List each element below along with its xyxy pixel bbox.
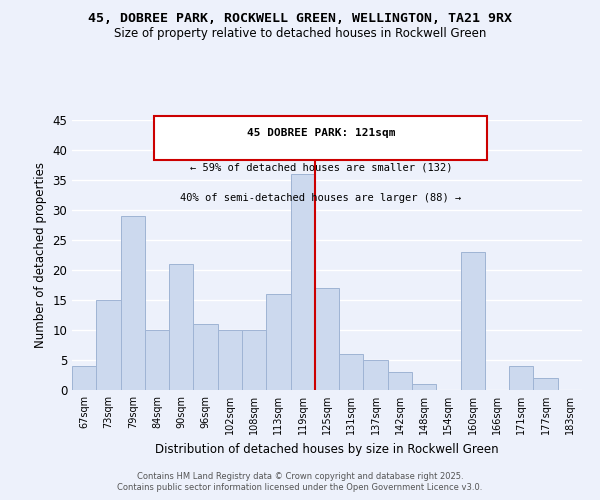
Text: Size of property relative to detached houses in Rockwell Green: Size of property relative to detached ho… xyxy=(114,28,486,40)
Text: 45 DOBREE PARK: 121sqm: 45 DOBREE PARK: 121sqm xyxy=(247,128,395,138)
Bar xyxy=(218,330,242,390)
Text: Contains public sector information licensed under the Open Government Licence v3: Contains public sector information licen… xyxy=(118,484,482,492)
Bar xyxy=(96,300,121,390)
Bar xyxy=(412,384,436,390)
Text: 40% of semi-detached houses are larger (88) →: 40% of semi-detached houses are larger (… xyxy=(181,192,461,202)
Bar xyxy=(315,288,339,390)
Y-axis label: Number of detached properties: Number of detached properties xyxy=(34,162,47,348)
Bar xyxy=(339,354,364,390)
Bar xyxy=(388,372,412,390)
Bar xyxy=(509,366,533,390)
Bar xyxy=(364,360,388,390)
Text: 45, DOBREE PARK, ROCKWELL GREEN, WELLINGTON, TA21 9RX: 45, DOBREE PARK, ROCKWELL GREEN, WELLING… xyxy=(88,12,512,26)
Bar xyxy=(266,294,290,390)
Bar xyxy=(290,174,315,390)
Bar xyxy=(193,324,218,390)
Bar xyxy=(72,366,96,390)
Bar xyxy=(121,216,145,390)
X-axis label: Distribution of detached houses by size in Rockwell Green: Distribution of detached houses by size … xyxy=(155,442,499,456)
FancyBboxPatch shape xyxy=(154,116,487,160)
Bar xyxy=(242,330,266,390)
Text: Contains HM Land Registry data © Crown copyright and database right 2025.: Contains HM Land Registry data © Crown c… xyxy=(137,472,463,481)
Bar xyxy=(169,264,193,390)
Bar xyxy=(461,252,485,390)
Bar xyxy=(533,378,558,390)
Text: ← 59% of detached houses are smaller (132): ← 59% of detached houses are smaller (13… xyxy=(190,163,452,173)
Bar xyxy=(145,330,169,390)
